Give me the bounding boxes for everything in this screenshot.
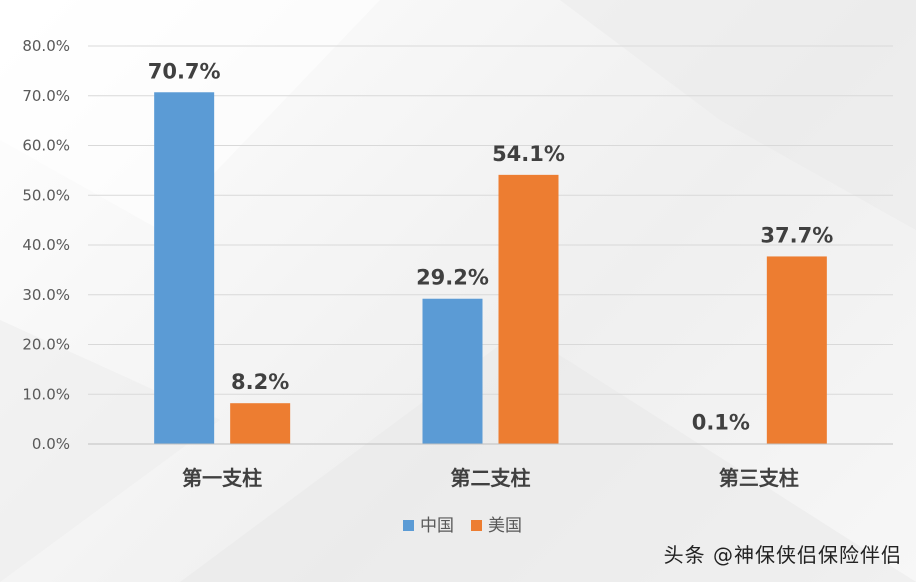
y-tick-label: 20.0% (22, 336, 70, 354)
bar-美国 (230, 403, 291, 444)
y-tick-label: 10.0% (22, 385, 70, 403)
watermark: 头条 @神保侠侣保险伴侣 (663, 543, 902, 567)
data-label: 70.7% (148, 59, 221, 83)
legend-swatch (471, 520, 482, 531)
data-label: 37.7% (760, 223, 833, 247)
data-label: 29.2% (416, 266, 489, 290)
bar-美国 (766, 256, 827, 444)
y-tick-label: 40.0% (22, 236, 70, 254)
legend-swatch (403, 520, 414, 531)
category-label: 第一支柱 (182, 466, 262, 490)
category-label: 第二支柱 (451, 466, 531, 490)
bar-中国 (154, 92, 215, 444)
y-tick-label: 70.0% (22, 87, 70, 105)
data-label: 8.2% (231, 370, 289, 394)
legend-label: 美国 (488, 516, 522, 536)
y-tick-label: 80.0% (22, 37, 70, 55)
bar-中国 (422, 298, 483, 444)
data-label: 0.1% (692, 411, 750, 435)
data-label: 54.1% (492, 142, 565, 166)
legend-label: 中国 (420, 516, 454, 536)
category-label: 第三支柱 (719, 466, 799, 490)
y-tick-label: 0.0% (32, 435, 70, 453)
bar-美国 (498, 174, 559, 445)
y-tick-label: 30.0% (22, 286, 70, 304)
y-tick-label: 50.0% (22, 186, 70, 204)
y-tick-label: 60.0% (22, 137, 70, 155)
